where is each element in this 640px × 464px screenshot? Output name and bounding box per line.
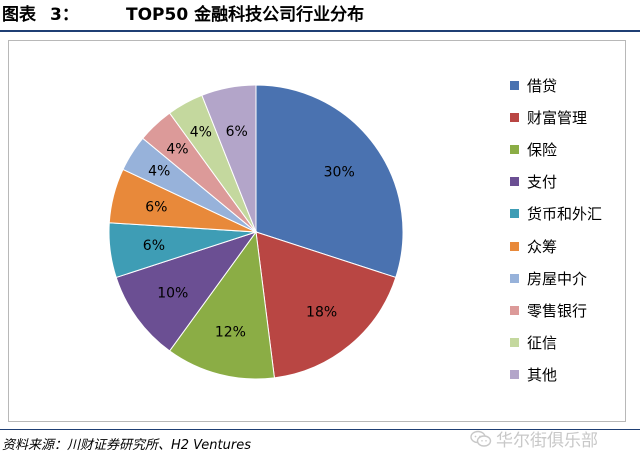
legend-label-10: 其他 (527, 366, 558, 385)
legend-label-7: 房屋中介 (527, 269, 588, 288)
legend-label-1: 借贷 (527, 76, 558, 95)
legend-item-9: 征信 (510, 332, 557, 354)
legend-swatch-10 (510, 370, 519, 380)
figure-number: 3： (50, 5, 79, 25)
legend-swatch-5 (510, 209, 519, 219)
legend-item-6: 众筹 (510, 235, 557, 257)
legend-swatch-8 (510, 305, 519, 315)
legend-label-9: 征信 (527, 334, 558, 353)
legend-item-3: 保险 (510, 138, 557, 160)
legend-swatch-6 (510, 241, 519, 251)
figure-label: 图表 (2, 5, 36, 25)
legend-label-4: 支付 (527, 173, 558, 192)
legend-item-7: 房屋中介 (510, 267, 587, 289)
legend-item-10: 其他 (510, 364, 557, 386)
watermark-text: 华尔街俱乐部 (496, 431, 598, 451)
legend-label-2: 财富管理 (527, 108, 588, 127)
legend-label-8: 零售银行 (527, 301, 588, 320)
legend-item-1: 借贷 (510, 74, 557, 96)
source-note: 资料来源：川财证券研究所、H2 Ventures (2, 438, 251, 453)
legend-swatch-7 (510, 273, 519, 283)
legend-swatch-2 (510, 112, 519, 122)
figure-title: 图表 3： TOP50 金融科技公司行业分布 (2, 2, 638, 28)
legend-label-6: 众筹 (527, 237, 558, 256)
legend-item-8: 零售银行 (510, 299, 587, 321)
legend-swatch-4 (510, 177, 519, 187)
chat-bubbles-icon (470, 430, 492, 447)
legend-swatch-1 (510, 80, 519, 90)
legend-swatch-3 (510, 144, 519, 154)
legend-label-5: 货币和外汇 (527, 205, 603, 224)
legend-item-5: 货币和外汇 (510, 203, 602, 225)
figure-title-text: TOP50 金融科技公司行业分布 (126, 5, 365, 25)
top-rule (0, 30, 640, 32)
legend-item-4: 支付 (510, 171, 557, 193)
legend-swatch-9 (510, 338, 519, 348)
legend-item-2: 财富管理 (510, 106, 587, 128)
bottom-rule (0, 429, 640, 430)
watermark: 华尔街俱乐部 (470, 426, 598, 451)
legend-label-3: 保险 (527, 140, 558, 159)
